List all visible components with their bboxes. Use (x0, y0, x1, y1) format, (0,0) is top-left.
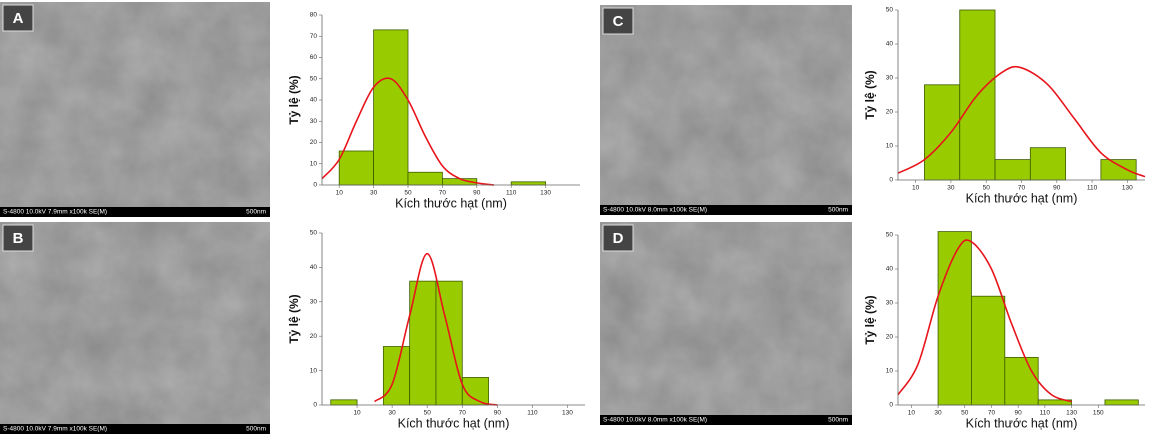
bar (511, 182, 545, 185)
y-axis-label: Tỷ lệ (%) (287, 75, 301, 124)
y-tick-label: 70 (310, 33, 318, 40)
bar (374, 30, 408, 185)
sem-image: B S-4800 10.0kV 7.9mm x100k SE(M) 500nm (0, 222, 270, 434)
y-axis-label: Tỷ lệ (%) (287, 294, 301, 343)
y-tick-label: 10 (886, 143, 894, 150)
x-tick-label: 130 (1122, 185, 1133, 192)
x-tick-label: 30 (934, 410, 942, 417)
x-tick-label: 130 (562, 410, 573, 417)
y-tick-label: 40 (310, 97, 318, 104)
image-info: S-4800 10.0kV 7.9mm x100k SE(M) (3, 426, 107, 433)
bar (436, 281, 462, 405)
x-tick-label: 130 (540, 190, 551, 197)
scale-label: 500nm (828, 207, 848, 214)
figure: A S-4800 10.0kV 7.9mm x100k SE(M) 500nm B S-… (0, 0, 1151, 434)
y-tick-label: 10 (886, 368, 894, 375)
x-tick-label: 110 (506, 190, 517, 197)
y-tick-label: 0 (889, 177, 893, 184)
sem-image: D S-4800 10.0kV 8.0mm x100k SE(M) 500nm (600, 222, 852, 425)
panel-label: A (13, 10, 24, 27)
bar (924, 85, 959, 180)
bar (383, 347, 409, 405)
y-axis-label: Tỷ lệ (%) (863, 70, 877, 119)
sem-image: C S-4800 10.0kV 8.0mm x100k SE(M) 500nm (600, 5, 852, 215)
bar (1005, 357, 1038, 405)
bar (995, 160, 1030, 180)
y-tick-label: 50 (310, 230, 318, 237)
bar (971, 296, 1004, 405)
y-tick-label: 0 (313, 182, 317, 189)
y-tick-label: 0 (313, 402, 317, 409)
y-tick-label: 50 (886, 232, 894, 239)
image-info: S-4800 10.0kV 7.9mm x100k SE(M) (3, 209, 107, 216)
x-axis-label: Kích thước hạt (nm) (966, 416, 1078, 430)
image-texture (0, 2, 270, 217)
y-tick-label: 0 (889, 402, 893, 409)
bar (331, 400, 357, 405)
bar (1105, 400, 1138, 405)
x-axis-label: Kích thước hạt (nm) (398, 416, 510, 430)
y-tick-label: 60 (310, 54, 318, 61)
x-axis-label: Kích thước hạt (nm) (966, 191, 1078, 205)
sem-image: A S-4800 10.0kV 7.9mm x100k SE(M) 500nm (0, 2, 270, 217)
panel-label: B (13, 230, 24, 247)
x-tick-label: 10 (912, 185, 920, 192)
y-tick-label: 20 (886, 109, 894, 116)
image-info: S-4800 10.0kV 8.0mm x100k SE(M) (603, 207, 707, 214)
x-tick-label: 30 (370, 190, 378, 197)
y-tick-label: 80 (310, 12, 318, 19)
bar (339, 151, 373, 185)
image-texture (600, 5, 852, 215)
y-tick-label: 50 (886, 7, 894, 14)
y-tick-label: 10 (310, 160, 318, 167)
y-tick-label: 40 (886, 41, 894, 48)
bar (1101, 160, 1136, 180)
x-tick-label: 110 (527, 410, 538, 417)
x-tick-label: 10 (336, 190, 344, 197)
y-tick-label: 30 (886, 75, 894, 82)
y-axis-label: Tỷ lệ (%) (863, 295, 877, 344)
y-tick-label: 40 (310, 264, 318, 271)
x-tick-label: 30 (389, 410, 397, 417)
x-tick-label: 10 (353, 410, 361, 417)
image-info: S-4800 10.0kV 8.0mm x100k SE(M) (603, 417, 707, 424)
panel-label: C (613, 13, 624, 30)
panel-label: D (613, 230, 624, 247)
y-tick-label: 10 (310, 367, 318, 374)
y-tick-label: 40 (886, 266, 894, 273)
y-tick-label: 50 (310, 75, 318, 82)
histogram: 010203040506070801030507090110130Kích th… (287, 12, 580, 211)
image-texture (600, 222, 852, 425)
y-tick-label: 20 (886, 334, 894, 341)
y-tick-label: 30 (886, 300, 894, 307)
y-tick-label: 20 (310, 333, 318, 340)
image-texture (0, 222, 270, 434)
x-axis-label: Kích thước hạt (nm) (395, 196, 507, 210)
y-tick-label: 30 (310, 299, 318, 306)
bar (1030, 148, 1065, 180)
bar (938, 232, 971, 405)
y-tick-label: 20 (310, 139, 318, 146)
x-tick-label: 30 (947, 185, 955, 192)
x-tick-label: 150 (1093, 410, 1104, 417)
scale-label: 500nm (246, 426, 266, 433)
x-tick-label: 110 (1087, 185, 1098, 192)
y-tick-label: 30 (310, 118, 318, 125)
x-tick-label: 10 (908, 410, 916, 417)
scale-label: 500nm (828, 417, 848, 424)
scale-label: 500nm (246, 209, 266, 216)
bar (408, 172, 442, 185)
